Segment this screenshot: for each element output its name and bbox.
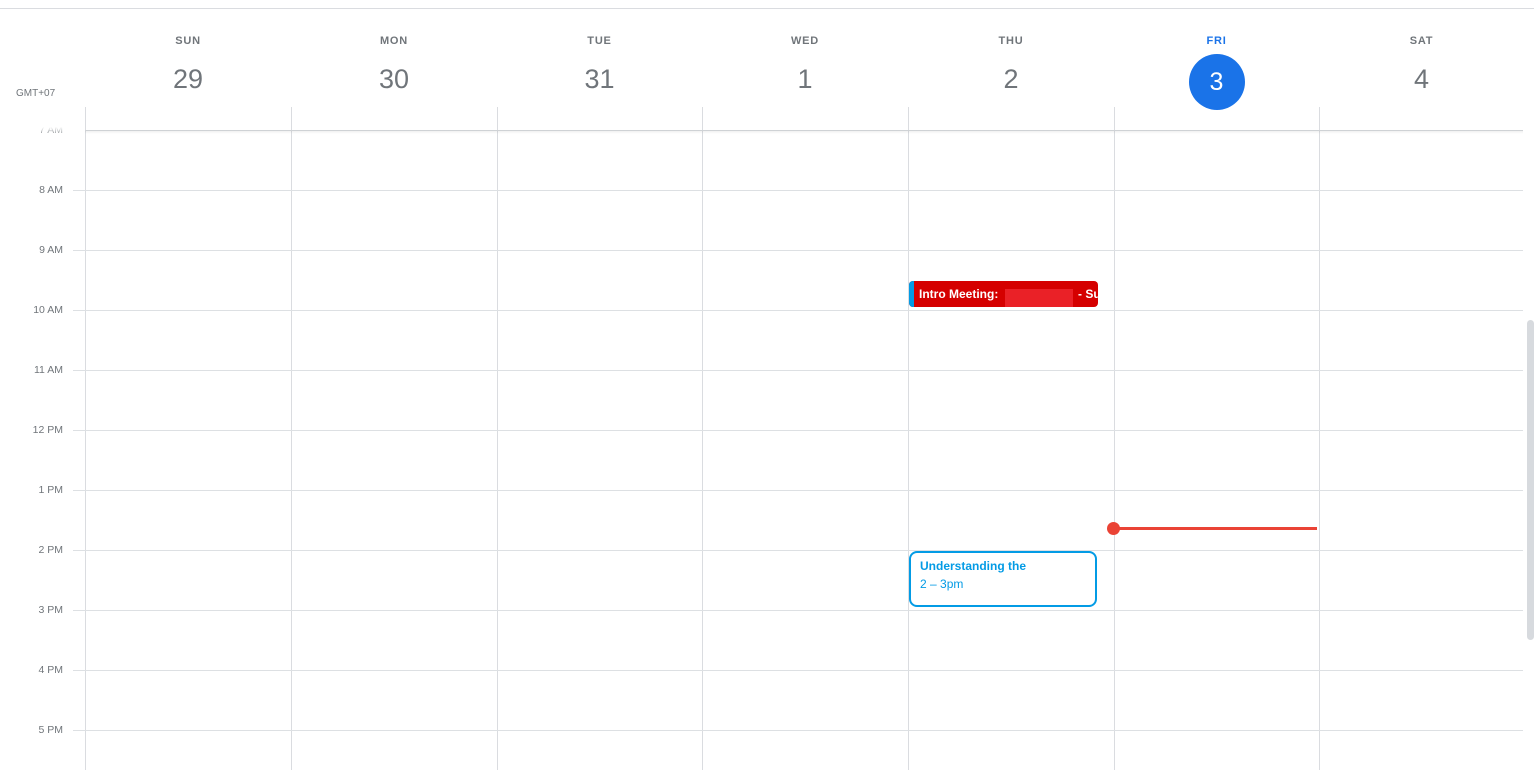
day-number-button[interactable]: 31 <box>584 64 615 94</box>
hour-label: 1 PM <box>38 484 63 496</box>
hour-line <box>85 190 1523 191</box>
day-number-button[interactable]: 2 <box>1003 64 1019 94</box>
hour-line <box>85 550 1523 551</box>
hour-tick <box>73 730 85 731</box>
day-name: TUE <box>587 35 612 47</box>
hour-line <box>85 670 1523 671</box>
event-title-suffix: - Su <box>1078 287 1098 301</box>
hour-label: 4 PM <box>38 664 63 676</box>
event-title: Understanding the <box>920 559 1027 573</box>
hour-line <box>85 490 1523 491</box>
timezone-label: GMT+07 <box>16 88 56 99</box>
day-number-button[interactable]: 30 <box>378 64 410 94</box>
day-name: THU <box>998 35 1024 47</box>
hour-line <box>85 310 1523 311</box>
today-circle-button[interactable]: 3 <box>1188 54 1245 110</box>
grid-vline <box>291 107 292 770</box>
vertical-scrollbar-thumb[interactable] <box>1527 320 1534 640</box>
grid-vline <box>908 107 909 770</box>
hour-line <box>85 370 1523 371</box>
day-number-button[interactable]: 4 <box>1413 64 1430 94</box>
day-number-button[interactable]: 29 <box>172 64 204 94</box>
now-indicator-line <box>1113 527 1317 530</box>
hour-tick <box>73 370 85 371</box>
hour-label: 12 PM <box>32 424 63 436</box>
day-name: MON <box>379 35 409 47</box>
day-header-sun: SUN 29 <box>85 9 291 107</box>
grid-vline <box>85 107 86 770</box>
event-chip-intro-meeting[interactable]: Intro Meeting: - Su <box>909 281 1098 307</box>
day-name: SAT <box>1409 35 1434 47</box>
hour-label: 5 PM <box>38 724 63 736</box>
day-header-wed: WED 1 <box>702 9 908 107</box>
day-number-button[interactable]: 1 <box>797 64 813 94</box>
day-header-tue: TUE 31 <box>497 9 702 107</box>
hour-label: 9 AM <box>39 244 63 256</box>
day-header-mon: MON 30 <box>291 9 497 107</box>
grid-vline <box>702 107 703 770</box>
grid-top-scroll-shadow <box>85 130 1523 134</box>
redaction-bar <box>1005 289 1073 307</box>
event-calendar-color-flag <box>909 281 914 307</box>
hour-tick <box>73 250 85 251</box>
day-header-thu: THU 2 <box>908 9 1114 107</box>
grid-vline <box>1319 107 1320 770</box>
day-header-sat: SAT 4 <box>1319 9 1524 107</box>
event-title-prefix: Intro Meeting: <box>919 287 999 301</box>
hour-label: 2 PM <box>38 544 63 556</box>
gutter-top-fade <box>0 107 84 127</box>
hour-tick <box>73 550 85 551</box>
day-name: WED <box>790 35 820 47</box>
hour-label: 3 PM <box>38 604 63 616</box>
hour-tick <box>73 310 85 311</box>
hour-line <box>85 730 1523 731</box>
hour-tick <box>73 490 85 491</box>
hour-line <box>85 430 1523 431</box>
grid-vline <box>497 107 498 770</box>
hour-tick <box>73 610 85 611</box>
hour-label: 8 AM <box>39 184 63 196</box>
grid-vline <box>1114 107 1115 770</box>
hour-line <box>85 250 1523 251</box>
hour-line <box>85 610 1523 611</box>
day-name: SUN <box>175 35 201 47</box>
event-chip-understanding[interactable]: Understanding the 2 – 3pm <box>909 551 1097 607</box>
hour-tick <box>73 670 85 671</box>
day-header-fri-today: FRI 3 <box>1114 9 1319 110</box>
event-time: 2 – 3pm <box>920 577 964 591</box>
hour-label: 10 AM <box>33 304 63 316</box>
hour-tick <box>73 190 85 191</box>
day-name: FRI <box>1206 35 1227 47</box>
now-indicator-circle <box>1107 522 1120 535</box>
gutter-top-fade-gradient <box>0 127 84 136</box>
hour-tick <box>73 430 85 431</box>
hour-label: 11 AM <box>34 364 63 376</box>
hour-line <box>85 130 1523 131</box>
top-divider <box>0 8 1534 9</box>
